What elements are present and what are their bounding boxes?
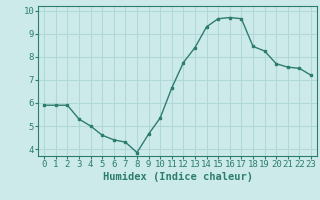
X-axis label: Humidex (Indice chaleur): Humidex (Indice chaleur) (103, 172, 252, 182)
